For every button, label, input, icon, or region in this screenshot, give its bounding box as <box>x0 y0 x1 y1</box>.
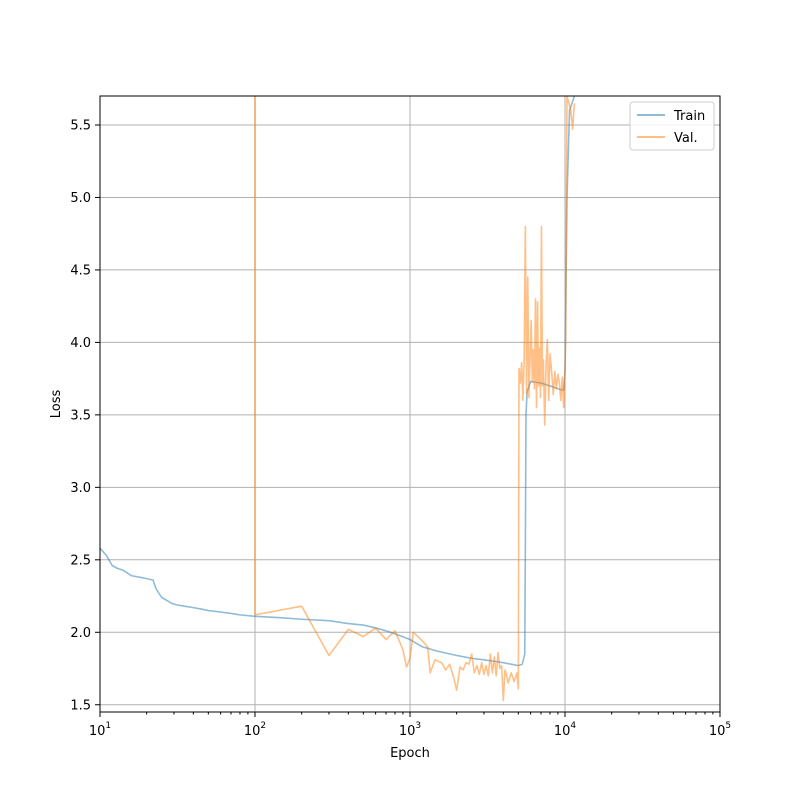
x-tick-label-0: 101 <box>89 721 111 739</box>
x-axis-label: Epoch <box>390 746 430 761</box>
y-tick-label-2: 2.5 <box>70 553 91 568</box>
legend: Train Val. <box>629 101 715 151</box>
series-layer <box>100 96 576 702</box>
y-axis-label: Loss <box>49 390 64 419</box>
legend-label-train: Train <box>673 109 705 124</box>
y-tick-label-0: 1.5 <box>70 698 91 713</box>
y-tick-label-7: 5.0 <box>70 191 91 206</box>
x-tick-label-4: 105 <box>709 721 731 739</box>
series-line-val <box>254 96 576 702</box>
x-tick-label-2: 103 <box>399 721 421 739</box>
y-axis-ticks: 1.5 2.0 2.5 3.0 3.5 4.0 4.5 5.0 5.5 <box>70 118 100 713</box>
x-tick-label-3: 104 <box>554 721 577 739</box>
y-tick-label-4: 3.5 <box>70 408 91 423</box>
x-axis-ticks: 101 102 103 104 105 <box>89 712 731 739</box>
y-tick-label-3: 3.0 <box>70 481 91 496</box>
y-tick-label-6: 4.5 <box>70 263 91 278</box>
legend-label-val: Val. <box>674 131 698 146</box>
y-tick-label-1: 2.0 <box>70 626 91 641</box>
x-tick-label-1: 102 <box>244 721 266 739</box>
y-tick-label-5: 4.0 <box>70 336 91 351</box>
y-tick-label-8: 5.5 <box>70 118 91 133</box>
